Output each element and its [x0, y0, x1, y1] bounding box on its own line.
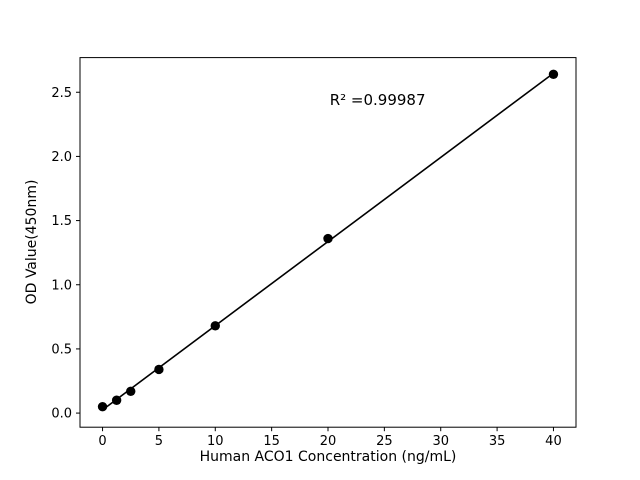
- data-point: [210, 321, 220, 331]
- data-point: [154, 364, 164, 375]
- x-tick-label: 25: [376, 434, 393, 449]
- data-point: [97, 401, 108, 412]
- r-squared-annotation: R² =0.99987: [329, 90, 426, 109]
- data-point: [548, 69, 559, 79]
- x-axis-label: Human ACO1 Concentration (ng/mL): [199, 449, 457, 465]
- y-tick-label: 0.0: [51, 407, 72, 422]
- y-tick-label: 0.5: [51, 342, 72, 357]
- y-tick-label: 2.0: [51, 150, 72, 165]
- y-tick-label: 1.0: [51, 278, 72, 293]
- x-tick-label: 35: [489, 434, 506, 449]
- x-tick-label: 10: [207, 434, 224, 449]
- data-point: [126, 386, 136, 396]
- x-tick-label: 15: [263, 434, 280, 449]
- x-tick-label: 40: [545, 434, 562, 449]
- x-tick-label: 5: [155, 434, 163, 449]
- x-tick-label: 0: [98, 434, 106, 449]
- x-tick-label: 20: [320, 434, 337, 449]
- data-point: [323, 233, 333, 244]
- y-tick-label: 2.5: [51, 86, 72, 101]
- data-point: [111, 395, 122, 405]
- x-tick-label: 30: [432, 434, 449, 449]
- y-tick-label: 1.5: [51, 214, 72, 229]
- y-axis-label: OD Value(450nm): [24, 179, 40, 305]
